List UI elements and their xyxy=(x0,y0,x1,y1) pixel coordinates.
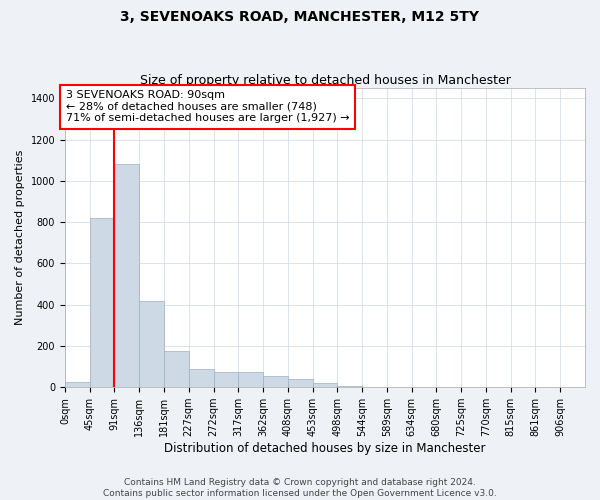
Text: Contains HM Land Registry data © Crown copyright and database right 2024.
Contai: Contains HM Land Registry data © Crown c… xyxy=(103,478,497,498)
Bar xyxy=(214,372,238,387)
Bar xyxy=(164,351,189,387)
Bar xyxy=(313,383,337,387)
Bar xyxy=(263,376,288,387)
Bar xyxy=(238,372,263,387)
Bar xyxy=(288,379,313,387)
X-axis label: Distribution of detached houses by size in Manchester: Distribution of detached houses by size … xyxy=(164,442,486,455)
Bar xyxy=(139,300,164,387)
Text: 3, SEVENOAKS ROAD, MANCHESTER, M12 5TY: 3, SEVENOAKS ROAD, MANCHESTER, M12 5TY xyxy=(121,10,479,24)
Bar xyxy=(115,164,139,387)
Bar xyxy=(189,368,214,387)
Y-axis label: Number of detached properties: Number of detached properties xyxy=(15,150,25,326)
Bar xyxy=(337,386,362,387)
Bar xyxy=(65,382,89,387)
Text: 3 SEVENOAKS ROAD: 90sqm
← 28% of detached houses are smaller (748)
71% of semi-d: 3 SEVENOAKS ROAD: 90sqm ← 28% of detache… xyxy=(66,90,350,124)
Title: Size of property relative to detached houses in Manchester: Size of property relative to detached ho… xyxy=(140,74,511,87)
Bar xyxy=(89,218,115,387)
